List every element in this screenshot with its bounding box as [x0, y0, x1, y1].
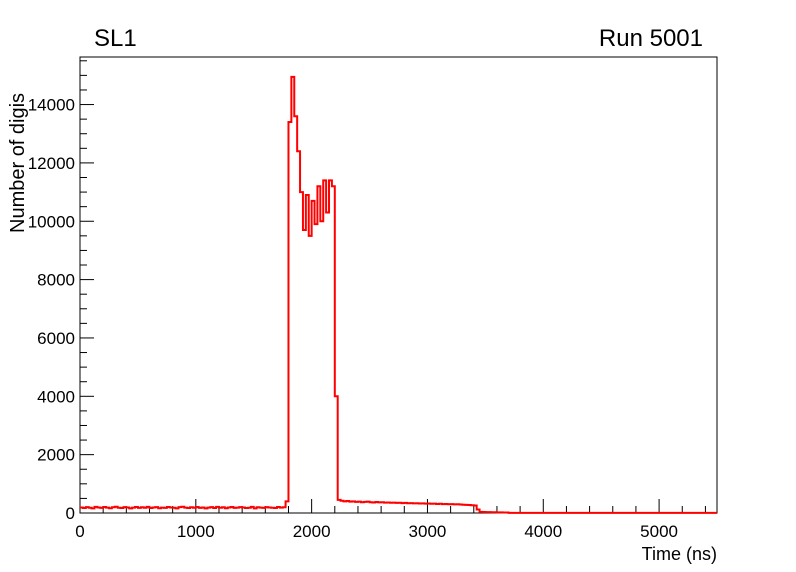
y-tick-label: 8000	[37, 271, 75, 290]
pad-title-right: Run 5001	[599, 25, 703, 52]
x-axis-title: Time (ns)	[642, 544, 717, 564]
y-tick-label: 12000	[28, 154, 75, 173]
histogram-line	[80, 75, 717, 514]
x-tick-label: 1000	[177, 522, 215, 541]
y-axis-title: Number of digis	[7, 93, 29, 233]
x-tick-label: 4000	[524, 522, 562, 541]
x-tick-label: 2000	[293, 522, 331, 541]
y-tick-label: 2000	[37, 446, 75, 465]
y-tick-label: 6000	[37, 329, 75, 348]
y-tick-label: 10000	[28, 212, 75, 231]
pad-title-left: SL1	[94, 25, 137, 52]
x-tick-label: 0	[75, 522, 84, 541]
y-tick-label: 4000	[37, 387, 75, 406]
plot-frame-group: 0 1000 2000 3000 4000 5000 0 2000 4000 6000 8000 10…	[28, 56, 718, 541]
x-tick-label: 3000	[409, 522, 447, 541]
y-tick-label: 14000	[28, 96, 75, 115]
x-tick-label: 5000	[640, 522, 678, 541]
y-tick-label: 0	[66, 504, 75, 523]
plot-frame	[79, 56, 718, 514]
